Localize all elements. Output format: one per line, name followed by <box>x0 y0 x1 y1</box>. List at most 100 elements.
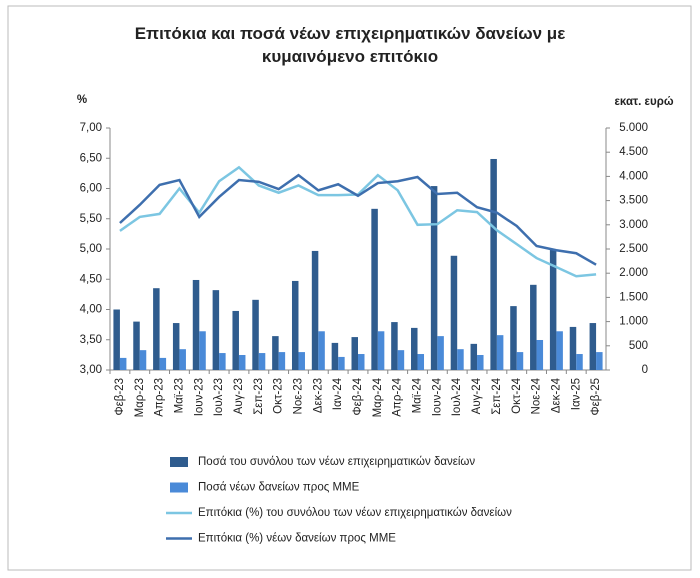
x-tick-label: Νοε-23 <box>293 378 305 414</box>
bar <box>153 288 160 370</box>
x-tick-label: Αυγ-24 <box>471 377 483 414</box>
bar <box>119 357 127 370</box>
bar <box>272 336 279 370</box>
x-tick-label: Ιουλ-23 <box>213 378 225 416</box>
y-tick-label: 6,00 <box>80 183 102 195</box>
y-tick-label: 5,00 <box>80 243 102 255</box>
bar <box>318 331 325 370</box>
bar <box>417 354 425 370</box>
y2-tick-label: 2.000 <box>619 267 648 279</box>
x-tick-label: Δεκ-23 <box>312 378 324 413</box>
y2-tick-label: 1.000 <box>619 316 648 328</box>
bar <box>596 352 603 370</box>
y2-tick-label: 0 <box>642 364 648 376</box>
y2-axis-title: εκατ. ευρώ <box>614 96 673 108</box>
bar <box>311 250 319 370</box>
legend-swatch <box>170 482 188 493</box>
y-axis-title: % <box>77 94 87 106</box>
line <box>119 173 597 266</box>
x-tick-label: Φεβ-25 <box>590 378 602 416</box>
y-tick-label: 4,00 <box>80 304 102 316</box>
legend-label: Επιτόκια (%) του συνόλου των νέων επιχει… <box>198 507 512 519</box>
bar <box>258 353 266 370</box>
legend-label: Ποσά του συνόλου των νέων επιχειρηματικώ… <box>198 456 475 468</box>
bar <box>450 255 458 370</box>
x-tick-label: Μαϊ-23 <box>173 378 185 413</box>
x-tick-label: Σεπ-24 <box>491 377 503 414</box>
bar <box>530 284 537 370</box>
bar <box>536 339 544 370</box>
bar <box>139 350 147 370</box>
x-tick-label: Απρ-24 <box>392 377 404 416</box>
y2-tick-label: 4.500 <box>619 146 648 158</box>
x-tick-label: Ιουν-24 <box>431 377 443 416</box>
x-tick-label: Οκτ-24 <box>511 377 523 413</box>
bar <box>377 331 385 370</box>
bar <box>179 349 186 370</box>
y2-tick-label: 3.500 <box>619 195 648 207</box>
bar <box>437 336 444 370</box>
bar <box>391 322 398 370</box>
y-tick-label: 3,00 <box>80 364 102 376</box>
y-tick-label: 6,50 <box>80 152 102 164</box>
bar <box>338 356 345 370</box>
x-tick-label: Ιαν-24 <box>332 377 344 410</box>
bar <box>172 323 180 370</box>
bar <box>232 310 239 370</box>
x-tick-label: Ιουλ-24 <box>451 377 463 416</box>
bar <box>192 279 200 370</box>
bar <box>477 354 484 370</box>
bar <box>219 353 226 370</box>
bar <box>516 352 524 370</box>
bar <box>358 354 365 370</box>
bar <box>291 280 299 370</box>
x-tick-label: Μαρ-24 <box>372 377 384 417</box>
bar <box>252 299 259 370</box>
x-tick-label: Μαρ-23 <box>134 378 146 417</box>
bar <box>490 158 497 370</box>
x-tick-label: Σεπ-23 <box>253 378 265 415</box>
bar <box>411 327 418 370</box>
bar <box>199 331 206 370</box>
bar <box>430 186 438 370</box>
x-tick-label: Δεκ-24 <box>550 377 562 413</box>
bar <box>569 326 577 370</box>
x-tick-label: Απρ-23 <box>154 378 166 417</box>
bar <box>397 350 405 370</box>
x-tick-label: Φεβ-23 <box>114 378 126 416</box>
chart-title: Επιτόκια και ποσά νέων επιχειρηματικών δ… <box>134 24 566 66</box>
bar <box>510 306 517 370</box>
chart-frame <box>7 5 692 571</box>
y2-tick-label: 2.500 <box>619 243 648 255</box>
x-tick-label: Ιουν-23 <box>193 378 205 416</box>
x-tick-label: Νοε-24 <box>531 377 543 414</box>
bar <box>457 349 464 370</box>
bar <box>576 354 583 370</box>
y2-tick-label: 3.000 <box>619 219 648 231</box>
bar <box>113 309 120 370</box>
bar <box>238 354 246 370</box>
legend-label: Ποσά νέων δανείων προς ΜΜΕ <box>198 482 360 494</box>
bar <box>212 290 220 370</box>
bar <box>159 357 167 370</box>
bar <box>133 321 140 370</box>
legend-label: Επιτόκια (%) νέων δανείων προς ΜΜΕ <box>198 533 396 545</box>
x-tick-label: Ιαν-25 <box>570 378 582 410</box>
bar <box>278 352 286 370</box>
bar <box>371 208 378 370</box>
bar <box>589 323 597 370</box>
y-tick-label: 4,50 <box>80 273 102 285</box>
y-tick-label: 5,50 <box>80 213 102 225</box>
bar <box>470 343 478 370</box>
bar <box>496 335 504 370</box>
bar <box>331 342 339 370</box>
y-tick-label: 3,50 <box>80 334 102 346</box>
y-tick-label: 7,00 <box>80 122 102 134</box>
bar <box>351 337 358 370</box>
bar <box>549 249 557 370</box>
bar <box>556 331 563 370</box>
y2-tick-label: 500 <box>629 340 648 352</box>
legend-swatch <box>170 457 188 467</box>
